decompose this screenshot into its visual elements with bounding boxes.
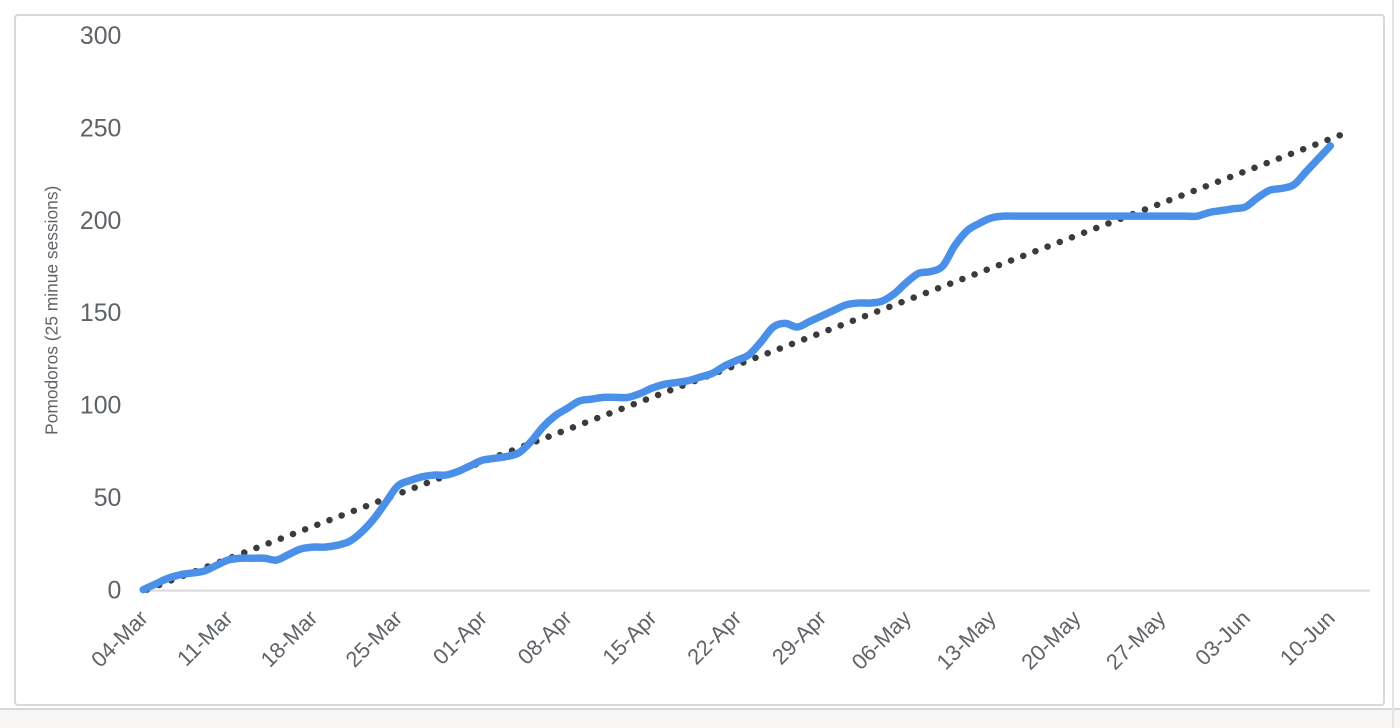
y-axis-tick-labels: 0 50 100 150 200 250 300 xyxy=(80,23,121,605)
x-tick-label: 11-Mar xyxy=(172,605,237,670)
y-tick-label: 150 xyxy=(80,300,121,327)
y-tick-label: 0 xyxy=(108,578,122,605)
x-tick-label: 18-Mar xyxy=(256,605,323,672)
x-tick-label: 04-Mar xyxy=(86,605,153,672)
x-tick-label: 10-Jun xyxy=(1275,605,1340,670)
chart-card[interactable]: Pomodoros (25 minue sessions) 0 50 100 150 2… xyxy=(14,14,1385,706)
x-tick-label: 22-Apr xyxy=(682,605,746,669)
x-tick-label: 29-Apr xyxy=(767,605,831,669)
x-tick-label: 08-Apr xyxy=(513,605,577,669)
sheet-rows-below-chart xyxy=(0,708,1400,728)
window-right-edge xyxy=(1392,0,1394,728)
pomodoro-cumulative-line-chart: Pomodoros (25 minue sessions) 0 50 100 150 2… xyxy=(42,23,1371,675)
x-tick-label: 27-May xyxy=(1101,605,1170,674)
x-tick-label: 15-Apr xyxy=(597,605,661,669)
y-tick-label: 100 xyxy=(80,393,121,420)
x-tick-label: 01-Apr xyxy=(428,605,492,669)
y-tick-label: 200 xyxy=(80,208,121,235)
x-tick-label: 06-May xyxy=(847,605,916,674)
pomodoros-series-line xyxy=(139,142,1335,594)
dotted-trendline xyxy=(143,129,1350,593)
x-tick-label: 25-Mar xyxy=(340,605,407,672)
y-tick-label: 300 xyxy=(80,23,121,50)
x-tick-label: 03-Jun xyxy=(1190,605,1255,670)
y-tick-label: 250 xyxy=(80,115,121,142)
x-tick-label: 13-May xyxy=(931,605,1000,674)
y-axis-title: Pomodoros (25 minue sessions) xyxy=(42,186,62,435)
y-tick-label: 50 xyxy=(94,485,122,512)
x-tick-label: 20-May xyxy=(1016,605,1085,674)
x-axis-tick-labels: 04-Mar 11-Mar 18-Mar 25-Mar 01-Apr 08-Apr 15-A… xyxy=(86,605,1340,674)
